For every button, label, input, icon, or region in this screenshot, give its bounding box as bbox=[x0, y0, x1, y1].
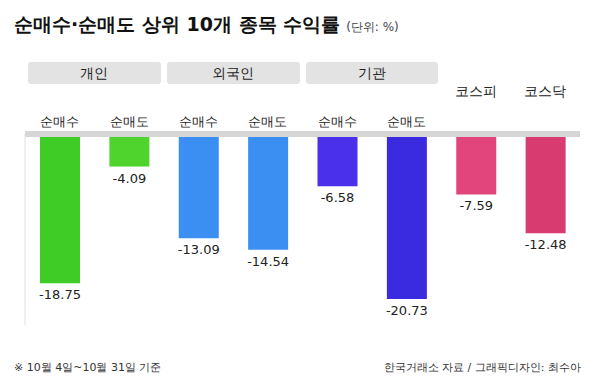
html-text:개인: 개인 bbox=[80, 65, 109, 81]
svg-text:-12.48: -12.48 bbox=[525, 237, 567, 252]
svg-text:순매도: 순매도 bbox=[248, 114, 287, 129]
html-text:순매수·순매도 상위 10개 종목 수익률 (단위: %): 순매수·순매도 상위 10개 종목 수익률 (단위: %) bbox=[14, 13, 399, 35]
svg-text:순매도: 순매도 bbox=[387, 114, 426, 129]
svg-text:-4.09: -4.09 bbox=[113, 171, 147, 186]
svg-text:-13.09: -13.09 bbox=[178, 242, 220, 257]
svg-text:순매도: 순매도 bbox=[110, 114, 149, 129]
svg-text:-7.59: -7.59 bbox=[459, 198, 493, 213]
svg-text:-20.73: -20.73 bbox=[386, 303, 428, 318]
html-text:외국인: 외국인 bbox=[212, 65, 255, 81]
svg-text:-14.54: -14.54 bbox=[247, 254, 289, 269]
svg-text:-18.75: -18.75 bbox=[39, 287, 81, 302]
html-text:기관: 기관 bbox=[357, 65, 386, 81]
svg-text:-6.58: -6.58 bbox=[321, 190, 355, 205]
html-text:코스닥: 코스닥 bbox=[524, 83, 567, 99]
svg-text:순매수: 순매수 bbox=[318, 114, 357, 129]
html-text:※ 10월 4일~10월 31일 기준: ※ 10월 4일~10월 31일 기준 bbox=[14, 361, 162, 374]
html-text:한국거래소 자료 / 그래픽디자인: 최수아: 한국거래소 자료 / 그래픽디자인: 최수아 bbox=[383, 361, 581, 374]
svg-text:순매수: 순매수 bbox=[40, 114, 79, 129]
svg-text:순매수: 순매수 bbox=[179, 114, 218, 129]
html-text:코스피: 코스피 bbox=[454, 83, 497, 99]
